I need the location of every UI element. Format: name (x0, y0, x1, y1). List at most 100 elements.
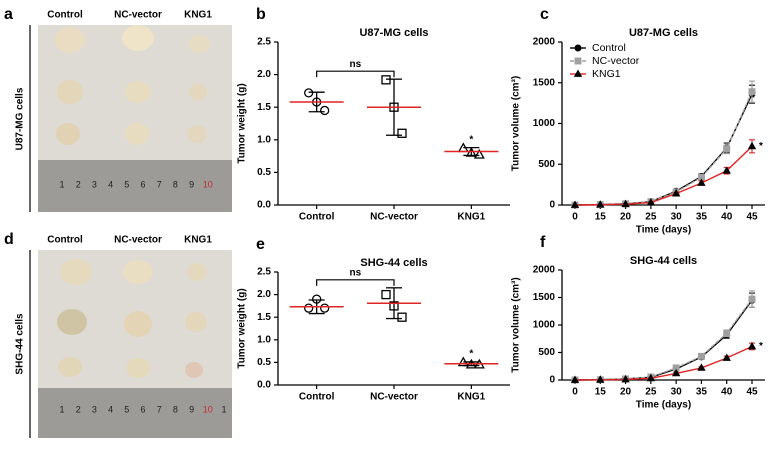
photo-panel (29, 250, 232, 438)
tumor (185, 362, 203, 378)
y-tick-label: 2.5 (257, 267, 271, 278)
tumor (58, 357, 82, 377)
ruler (38, 388, 232, 438)
marker (747, 341, 757, 350)
row-label: SHG-44 cells (15, 313, 26, 375)
series-line (574, 145, 753, 206)
tumor (60, 259, 92, 285)
x-tick-label: 35 (696, 212, 708, 223)
column-label: Control (47, 10, 83, 21)
panel-letter: e (256, 236, 265, 253)
marker (320, 105, 330, 116)
y-tick-label: 0.5 (257, 167, 271, 178)
x-tick-label: KNG1 (457, 212, 485, 223)
tumor (187, 125, 207, 143)
y-axis-label: Tumor weight (g) (237, 83, 248, 163)
series-line (574, 299, 753, 381)
x-tick-label: KNG1 (457, 392, 485, 403)
y-tick-label: 2000 (533, 265, 556, 276)
marker (596, 200, 605, 208)
significance-bracket (316, 279, 395, 286)
marker (671, 189, 681, 197)
y-tick-label: 0.0 (257, 200, 271, 211)
tumor (189, 83, 207, 101)
marker (697, 178, 706, 186)
ruler-digit: 3 (92, 179, 97, 189)
x-tick-label: 30 (671, 387, 683, 398)
marker (381, 289, 391, 300)
ruler-digit: 5 (124, 404, 129, 414)
x-tick-label: 25 (645, 212, 657, 223)
marker (748, 88, 756, 96)
column-label: NC-vector (114, 235, 162, 246)
marker (697, 363, 706, 371)
marker (381, 75, 391, 85)
y-tick-label: 1.0 (257, 334, 271, 345)
marker (457, 356, 469, 367)
chart-title: SHG-44 cells (630, 255, 697, 267)
y-tick-label: 1.5 (257, 102, 271, 113)
chart-title: U87-MG cells (629, 27, 698, 39)
marker (304, 88, 314, 98)
chart-title: U87-MG cells (359, 27, 428, 39)
column-label: Control (47, 235, 83, 246)
marker (646, 373, 656, 382)
x-tick-label: 0 (572, 212, 578, 223)
marker (723, 145, 731, 153)
marker (697, 352, 705, 360)
y-tick-label: 1000 (533, 118, 556, 129)
y-tick-label: 1000 (533, 320, 556, 331)
ruler-digit: 4 (108, 404, 113, 414)
marker (747, 141, 757, 150)
bracket-label: ns (349, 267, 361, 278)
x-axis-label: Time (days) (636, 225, 691, 236)
photo-panel (29, 25, 232, 212)
column-label: KNG1 (184, 235, 212, 246)
y-tick-label: 1500 (533, 292, 556, 303)
ruler-digit: 9 (189, 179, 194, 189)
row-label: U87-MG cells (15, 87, 26, 150)
tumor (57, 80, 83, 104)
x-tick-label: 15 (595, 387, 607, 398)
column-label: NC-vector (114, 10, 162, 21)
tumor (126, 358, 150, 378)
ruler-digit: 1 (221, 404, 226, 414)
significance-mark: * (759, 341, 763, 352)
tumor (188, 35, 210, 53)
y-tick-label: 2.0 (257, 69, 271, 80)
ruler-digit: 7 (157, 179, 162, 189)
marker (621, 199, 630, 208)
y-tick-label: 2.5 (257, 37, 271, 48)
ruler-digit: 7 (157, 404, 162, 414)
x-tick-label: 15 (595, 212, 607, 223)
column-label: KNG1 (184, 10, 212, 21)
marker (748, 295, 756, 303)
ruler-digit: 8 (173, 404, 178, 414)
y-tick-label: 2.0 (257, 289, 271, 300)
tumor (124, 311, 152, 337)
series-line (574, 91, 753, 206)
x-tick-label: 20 (620, 387, 632, 398)
marker (574, 57, 582, 65)
y-tick-label: 0.5 (257, 357, 271, 368)
ruler-digit: 1 (59, 404, 64, 414)
chart-title: SHG-44 cells (360, 257, 427, 269)
marker (621, 374, 630, 383)
marker (671, 368, 681, 377)
y-tick-label: 1500 (533, 77, 556, 88)
tumor (187, 263, 207, 281)
significance-mark: * (469, 134, 473, 145)
x-tick-label: 45 (746, 212, 758, 223)
ruler-digit: 4 (108, 179, 113, 189)
marker (574, 44, 582, 52)
marker (646, 198, 656, 206)
significance-bracket (316, 70, 395, 78)
tumor (125, 123, 149, 145)
panel-letter: b (256, 6, 266, 23)
ruler-digit: 6 (140, 179, 145, 189)
marker (312, 294, 322, 304)
significance-mark: * (469, 349, 473, 360)
marker (397, 128, 407, 138)
marker (473, 148, 485, 159)
y-tick-label: 1.5 (257, 312, 271, 323)
